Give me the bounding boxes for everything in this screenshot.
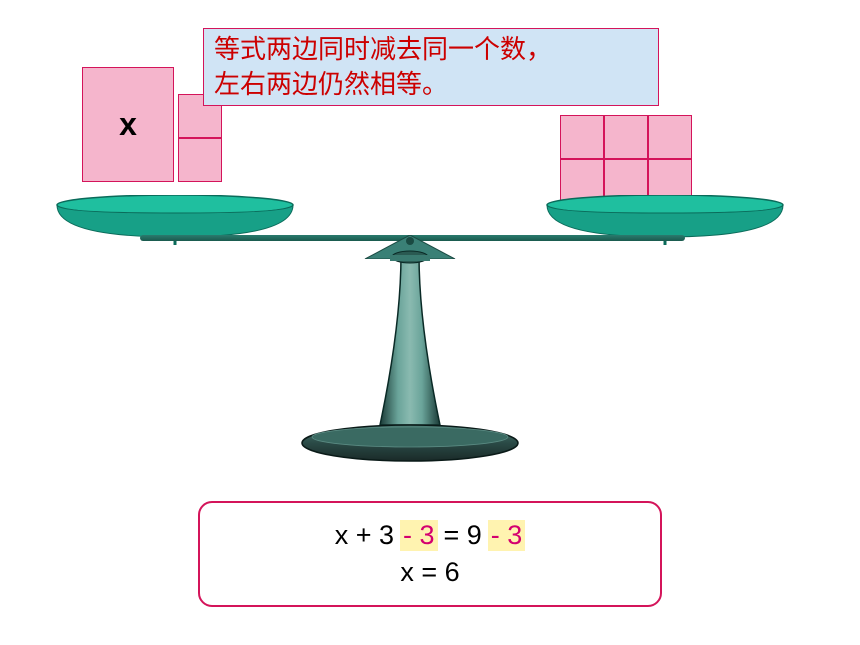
eq-result: x = 6 — [400, 557, 459, 588]
balance-scale: x — [70, 130, 760, 440]
eq-part: x + 3 — [335, 520, 394, 551]
base — [300, 423, 520, 463]
pillar — [375, 245, 445, 445]
small-box — [560, 115, 604, 159]
title-box: 等式两边同时减去同一个数， 左右两边仍然相等。 — [203, 28, 659, 106]
equation-box: x + 3 - 3 = 9 - 3 x = 6 — [198, 501, 662, 607]
title-line-1: 等式两边同时减去同一个数， — [214, 32, 648, 67]
eq-part: = 9 — [444, 520, 482, 551]
right-boxes — [560, 115, 692, 203]
equation-line-2: x = 6 — [400, 557, 459, 588]
left-small-stack — [178, 94, 222, 182]
small-box — [178, 138, 222, 182]
title-line-2: 左右两边仍然相等。 — [214, 67, 648, 102]
small-box — [604, 115, 648, 159]
box-x-label: x — [119, 106, 137, 143]
eq-part-highlight: - 3 — [400, 520, 438, 551]
eq-part-highlight: - 3 — [488, 520, 526, 551]
equation-line-1: x + 3 - 3 = 9 - 3 — [335, 520, 526, 551]
small-box — [648, 115, 692, 159]
box-x: x — [82, 67, 174, 182]
